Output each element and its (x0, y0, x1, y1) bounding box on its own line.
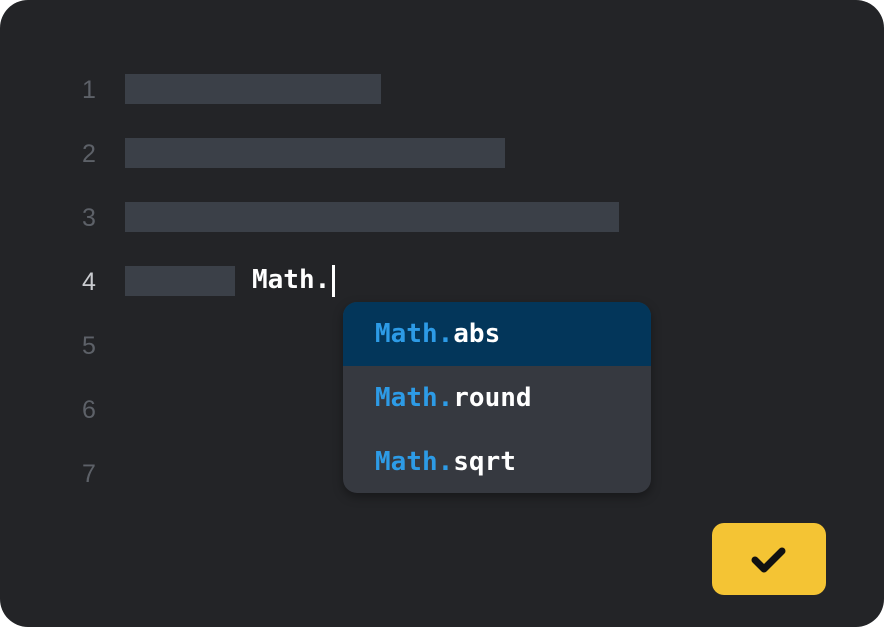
confirm-button[interactable] (712, 523, 826, 595)
autocomplete-menu: Math. abs Math. round Math. sqrt (343, 302, 651, 493)
item-suffix: round (453, 383, 532, 413)
code-input-line[interactable]: Math. (252, 262, 336, 298)
check-icon (751, 547, 786, 573)
item-prefix: Math. (375, 447, 454, 477)
autocomplete-item-sqrt[interactable]: Math. sqrt (343, 430, 651, 493)
code-placeholder-bar (125, 138, 505, 168)
line-number-active: 4 (82, 268, 96, 296)
line-number: 3 (82, 204, 96, 232)
autocomplete-item-round[interactable]: Math. round (343, 366, 651, 430)
item-suffix: abs (453, 319, 501, 349)
item-suffix: sqrt (453, 447, 516, 477)
line-number: 5 (82, 332, 96, 360)
line-number: 6 (82, 396, 96, 424)
line-number: 7 (82, 460, 96, 488)
code-placeholder-bar (125, 202, 619, 232)
item-prefix: Math. (375, 383, 454, 413)
autocomplete-item-abs[interactable]: Math. abs (343, 302, 651, 366)
line-number: 1 (82, 76, 96, 104)
line-number: 2 (82, 140, 96, 168)
text-cursor (332, 264, 336, 297)
code-placeholder-bar (125, 74, 381, 104)
item-prefix: Math. (375, 319, 454, 349)
code-placeholder-bar (125, 266, 235, 296)
typed-text: Math. (252, 265, 331, 295)
